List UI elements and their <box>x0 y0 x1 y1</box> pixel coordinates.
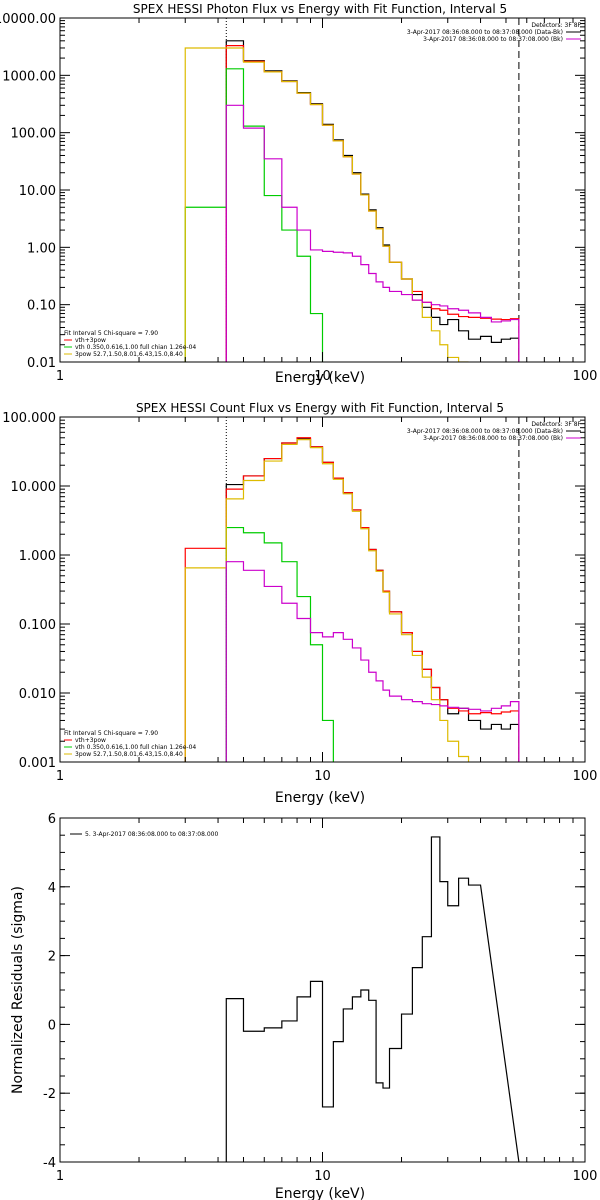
legend-label: 3-Apr-2017 08:36:08.000 to 08:37:08.000 … <box>407 428 563 435</box>
legend-label: Fit Interval 5 Chi-square = 7.90 <box>64 330 158 337</box>
x-axis-label: Energy (keV) <box>275 790 365 806</box>
y-tick-label: 0 <box>48 1018 56 1033</box>
plot-frame <box>59 17 586 363</box>
y-tick-label: 1.000 <box>19 549 56 564</box>
series-histogram <box>225 45 520 362</box>
y-tick-label: -2 <box>43 1087 56 1102</box>
legend-label: Detectors: 3F 8F <box>531 421 581 428</box>
y-tick-label: 0.10 <box>27 299 56 314</box>
y-tick-label: 100.000 <box>2 411 56 426</box>
y-tick-label: 0.010 <box>19 687 56 702</box>
legend-label: 3pow 52.7,1.50,8.01,6.43,15.0,8.40 <box>75 351 183 358</box>
series-histogram <box>184 439 470 762</box>
x-axis-label: Energy (keV) <box>275 1186 365 1200</box>
chart-title: SPEX HESSI Photon Flux vs Energy with Fi… <box>133 2 507 16</box>
legend-label: vth 0.350,0.616,1.00 full chian 1.26e-04 <box>75 744 196 751</box>
y-tick-label: 10.00 <box>19 184 56 199</box>
y-tick-label: 0.100 <box>19 618 56 633</box>
legend-label: 5. 3-Apr-2017 08:36:08.000 to 08:37:08.0… <box>85 831 218 838</box>
legend-label: vth 0.350,0.616,1.00 full chian 1.26e-04 <box>75 344 196 351</box>
y-tick-label: 100.00 <box>11 127 57 142</box>
x-tick-label: 100 <box>573 1169 598 1184</box>
x-axis-label: Energy (keV) <box>275 370 365 386</box>
legend-label: 3-Apr-2017 08:36:08.000 to 08:37:08.000 … <box>423 36 563 43</box>
x-tick-label: 100 <box>573 369 598 384</box>
y-tick-label: 1.00 <box>27 241 56 256</box>
series-histogram <box>184 68 324 362</box>
y-axis-label: Normalized Residuals (sigma) <box>10 886 26 1094</box>
y-tick-label: 0.01 <box>27 356 56 371</box>
y-tick-label: 1000.00 <box>2 69 56 84</box>
legend-label: vth+3pow <box>75 337 106 344</box>
series-histogram <box>225 40 520 362</box>
legend-label: Detectors: 3F 8F <box>531 22 581 29</box>
count-flux-panel: SPEX HESSI Count Flux vs Energy with Fit… <box>2 401 597 806</box>
x-tick-label: 100 <box>573 769 598 784</box>
series-histogram <box>184 437 520 762</box>
x-tick-label: 1 <box>56 769 64 784</box>
x-tick-label: 10 <box>314 369 331 384</box>
y-tick-label: 10000.00 <box>0 12 56 27</box>
chart-title: SPEX HESSI Count Flux vs Energy with Fit… <box>136 401 504 415</box>
series-histogram <box>225 561 520 762</box>
series-histogram <box>225 526 334 762</box>
series-histogram <box>225 836 520 1162</box>
legend-label: vth+3pow <box>75 737 106 744</box>
x-tick-label: 1 <box>56 1169 64 1184</box>
series-histogram <box>225 104 520 362</box>
residuals-panel: 1 10 100 -4 -2 0 2 4 6 Energy (keV) Normalized R… <box>10 812 597 1200</box>
legend-label: 3-Apr-2017 08:36:08.000 to 08:37:08.000 … <box>423 435 563 442</box>
y-tick-label: 4 <box>48 881 56 896</box>
legend-label: Fit Interval 5 Chi-square = 7.90 <box>64 730 158 737</box>
photon-flux-panel: SPEX HESSI Photon Flux vs Energy with Fi… <box>0 2 597 386</box>
y-tick-label: 10.000 <box>11 480 57 495</box>
y-tick-label: 2 <box>48 950 56 965</box>
x-tick-label: 10 <box>314 1169 331 1184</box>
series-histogram <box>184 47 469 362</box>
y-tick-label: -4 <box>43 1156 56 1171</box>
y-tick-label: 0.001 <box>19 756 56 771</box>
x-tick-label: 10 <box>314 769 331 784</box>
x-tick-label: 1 <box>56 369 64 384</box>
y-tick-label: 6 <box>48 812 56 827</box>
legend-label: 3-Apr-2017 08:36:08.000 to 08:37:08.000 … <box>407 29 563 36</box>
legend-label: 3pow 52.7,1.50,8.01,6.43,15.0,8.40 <box>75 751 183 758</box>
